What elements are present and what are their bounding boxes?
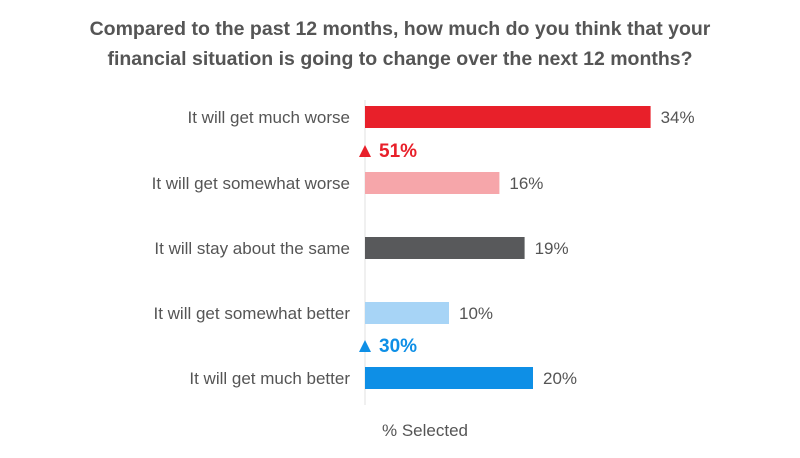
value-label-1: 34% [661, 108, 695, 127]
chart-title-line-2: financial situation is going to change o… [107, 48, 693, 70]
value-label-5: 20% [543, 369, 577, 388]
net-2-triangle-up-icon [359, 340, 371, 352]
value-label-4: 10% [459, 304, 493, 323]
value-label-2: 16% [509, 174, 543, 193]
value-label-3: 19% [535, 239, 569, 258]
net-label-1: 51% [379, 141, 417, 162]
bar-1 [365, 106, 651, 128]
net-label-2: 30% [379, 336, 417, 357]
bar-5 [365, 367, 533, 389]
chart-title: Compared to the past 12 months, how much… [0, 14, 800, 74]
category-label-1: It will get much worse [188, 108, 351, 127]
net-1-triangle-up-icon [359, 145, 371, 157]
category-label-3: It will stay about the same [154, 239, 350, 258]
bar-2 [365, 172, 500, 194]
x-axis-label: % Selected [382, 421, 468, 440]
bar-4 [365, 302, 449, 324]
category-label-2: It will get somewhat worse [152, 174, 350, 193]
chart-title-line-1: Compared to the past 12 months, how much… [89, 18, 711, 40]
bar-3 [365, 237, 525, 259]
category-label-5: It will get much better [189, 369, 350, 388]
category-label-4: It will get somewhat better [153, 304, 350, 323]
